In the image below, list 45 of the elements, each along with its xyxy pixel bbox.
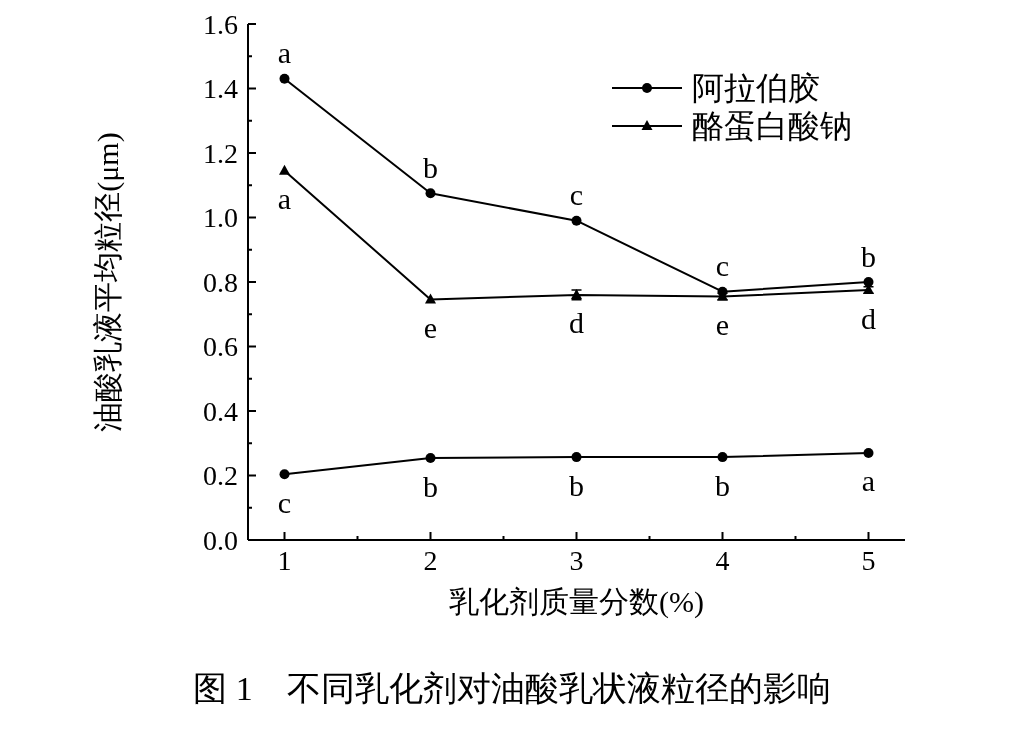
caption: 图 1 不同乳化剂对油酸乳状液粒径的影响: [193, 670, 831, 707]
point: [279, 73, 290, 84]
point: [279, 469, 290, 480]
y-tick-label: 0.8: [203, 266, 238, 298]
y-tick-label: 0.2: [203, 460, 238, 491]
point: [863, 447, 874, 458]
annotation: e: [423, 310, 438, 344]
y-tick-label: 1.2: [203, 137, 238, 169]
annotation: a: [861, 464, 876, 498]
legend-label: 阿拉伯胶: [692, 70, 820, 106]
y-tick-label: 1.4: [203, 73, 238, 104]
annotation: b: [861, 239, 876, 273]
point: [425, 453, 436, 464]
x-tick-label: 2: [423, 545, 438, 576]
annotation: d: [861, 301, 876, 335]
annotation: c: [277, 485, 292, 519]
annotation: b: [715, 468, 730, 502]
annotation: d: [569, 306, 584, 340]
point: [717, 452, 728, 463]
annotation: c: [569, 178, 584, 212]
x-tick-label: 4: [715, 545, 730, 576]
y-axis-title: 油酸乳液平均粒径(μm): [91, 132, 125, 432]
annotation: a: [277, 182, 292, 216]
y-tick-label: 1.0: [203, 202, 238, 233]
y-tick-label: 0.6: [203, 331, 238, 362]
annotation: a: [277, 36, 292, 70]
point: [279, 164, 290, 175]
annotation: c: [715, 249, 730, 283]
point: [425, 188, 436, 199]
legend-label: 酪蛋白酸钠: [692, 108, 852, 144]
x-tick-label: 5: [861, 545, 876, 576]
point: [571, 452, 582, 463]
y-tick-label: 0.4: [203, 395, 238, 427]
y-tick-label: 0.0: [203, 524, 238, 556]
point: [425, 293, 436, 304]
point: [571, 215, 582, 226]
x-tick-label: 3: [569, 545, 584, 576]
annotation: e: [715, 308, 730, 342]
y-tick-label: 1.6: [203, 8, 238, 40]
x-tick-label: 1: [277, 545, 292, 576]
annotation: b: [569, 468, 584, 502]
annotation: b: [423, 469, 438, 503]
point: [863, 277, 874, 287]
x-axis-title: 乳化剂质量分数(%): [449, 585, 704, 619]
annotation: b: [423, 150, 438, 184]
